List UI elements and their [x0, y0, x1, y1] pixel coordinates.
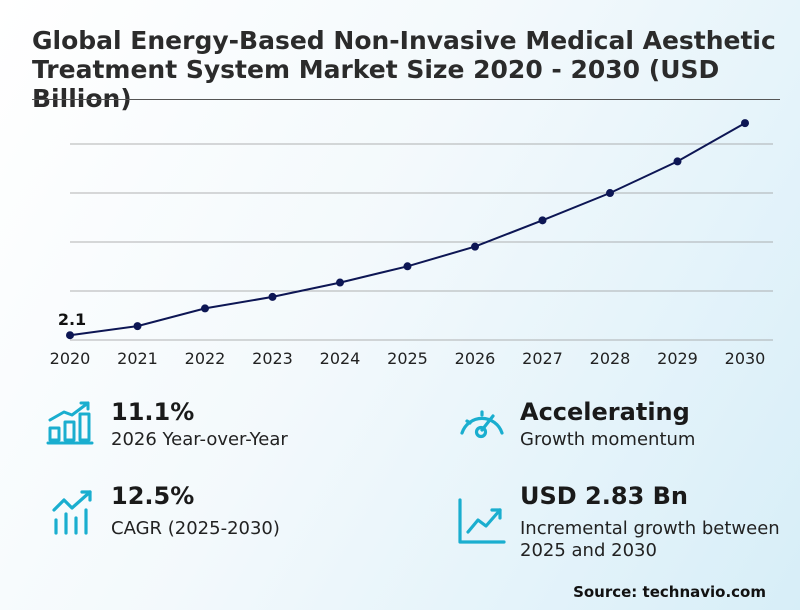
data-point-2029 [673, 157, 682, 166]
data-point-2027 [538, 216, 547, 225]
kpi-yoy-label: 2026 Year-over-Year [111, 429, 288, 450]
x-tick-label: 2021 [117, 349, 158, 368]
kpi-momentum-value: Accelerating [520, 398, 690, 426]
x-tick-label: 2024 [320, 349, 361, 368]
x-tick-label: 2023 [252, 349, 293, 368]
kpi-incremental-value: USD 2.83 Bn [520, 482, 688, 510]
bar-growth-icon [46, 401, 94, 445]
kpi-yoy-value: 11.1% [111, 398, 195, 426]
kpi-incremental: USD 2.83 Bn Incremental growth between 2… [520, 482, 790, 562]
x-tick-label: 2027 [522, 349, 563, 368]
x-tick-label: 2029 [657, 349, 698, 368]
kpi-incremental-label: Incremental growth between 2025 and 2030 [520, 518, 780, 561]
data-point-2022 [201, 304, 209, 313]
kpi-cagr-value: 12.5% [111, 482, 195, 510]
x-tick-label: 2020 [50, 349, 91, 368]
chart-title: Global Energy-Based Non-Invasive Medical… [32, 26, 776, 113]
x-tick-label: 2026 [455, 349, 496, 368]
title-divider [32, 99, 780, 100]
kpi-yoy: 11.1% 2026 Year-over-Year [111, 398, 288, 451]
kpi-cagr: 12.5% CAGR (2025-2030) [111, 482, 280, 540]
x-tick-label: 2022 [185, 349, 226, 368]
kpi-cagr-label: CAGR (2025-2030) [111, 518, 280, 539]
kpi-momentum: Accelerating Growth momentum [520, 398, 695, 451]
series-line-market-size [69, 122, 746, 337]
data-point-2023 [268, 292, 277, 301]
x-tick-label: 2028 [590, 349, 631, 368]
data-label: 2.1 [58, 310, 86, 329]
data-point-2021 [133, 322, 142, 331]
source-credit: Source: technavio.com [573, 583, 766, 601]
data-point-2025 [403, 262, 412, 271]
x-tick-label: 2030 [725, 349, 766, 368]
data-point-2030 [741, 119, 749, 128]
x-tick-label: 2025 [387, 349, 428, 368]
market-size-line-chart: 2020 2021 2022 2023 2024 2025 2026 2027 2028 2029… [50, 119, 773, 368]
data-point-2026 [471, 242, 479, 251]
data-point-2028 [606, 189, 614, 198]
data-point-2020 [66, 331, 74, 340]
data-point-2024 [336, 278, 344, 287]
line-chart-icon [458, 498, 506, 544]
kpi-momentum-label: Growth momentum [520, 429, 696, 450]
gauge-icon [460, 410, 504, 439]
trend-bars-icon [52, 490, 92, 535]
